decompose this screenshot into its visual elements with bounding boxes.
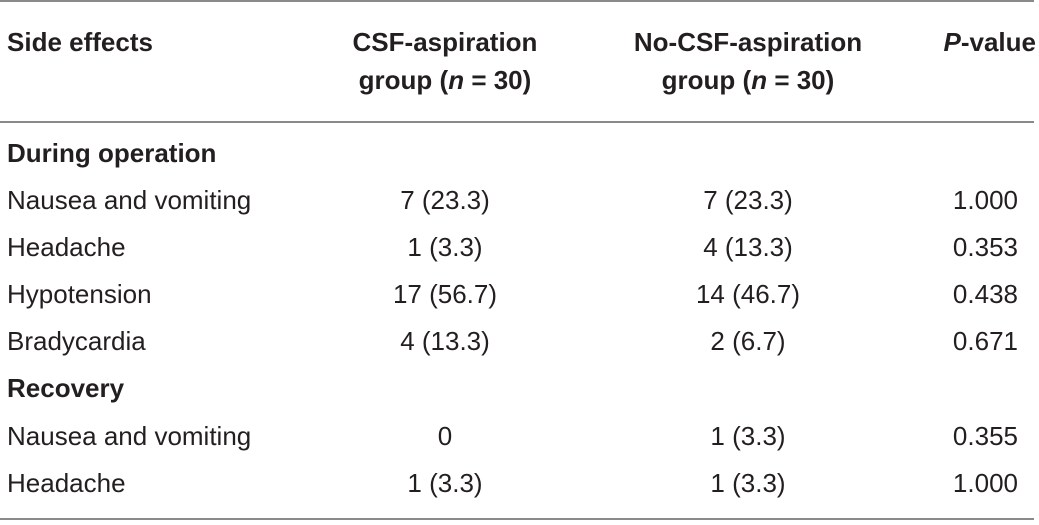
table-row: Headache 1 (3.3) 1 (3.3) 1.000	[0, 460, 1039, 507]
table-row: Headache 1 (3.3) 4 (13.3) 0.353	[0, 224, 1039, 271]
cell-no-csf: 14 (46.7)	[695, 279, 801, 309]
cell-no-csf: 4 (13.3)	[703, 232, 793, 262]
cell-csf: 7 (23.3)	[400, 185, 490, 215]
cell-csf: 4 (13.3)	[400, 326, 490, 356]
header-rule	[0, 121, 1034, 123]
row-label: Hypotension	[7, 279, 152, 309]
cell-no-csf: 1 (3.3)	[710, 421, 786, 451]
cell-no-csf: 7 (23.3)	[703, 185, 793, 215]
cell-p-value: 1.000	[952, 185, 1018, 215]
cell-csf: 0	[437, 421, 453, 451]
header-csf-aspiration-group: CSF-aspiration group (n = 30)	[352, 27, 538, 95]
cell-p-value: 1.000	[952, 468, 1018, 498]
cell-no-csf: 2 (6.7)	[710, 326, 786, 356]
cell-csf: 1 (3.3)	[407, 468, 483, 498]
row-label: Bradycardia	[7, 326, 146, 356]
table-row: Nausea and vomiting 0 1 (3.3) 0.355	[0, 413, 1039, 460]
cell-p-value: 0.353	[952, 232, 1018, 262]
row-label: Headache	[7, 468, 126, 498]
header-no-csf-aspiration-group: No-CSF-aspiration group (n = 30)	[633, 27, 863, 95]
row-label: Nausea and vomiting	[7, 185, 252, 215]
top-rule	[0, 0, 1034, 2]
cell-no-csf: 1 (3.3)	[710, 468, 786, 498]
section-title-during-operation: During operation	[7, 138, 217, 168]
table-row: Bradycardia 4 (13.3) 2 (6.7) 0.671	[0, 318, 1039, 365]
bottom-rule	[0, 518, 1034, 520]
row-label: Nausea and vomiting	[7, 421, 252, 451]
header-side-effects: Side effects	[7, 27, 153, 57]
cell-csf: 1 (3.3)	[407, 232, 483, 262]
cell-p-value: 0.438	[952, 279, 1018, 309]
table-row: Hypotension 17 (56.7) 14 (46.7) 0.438	[0, 271, 1039, 318]
cell-p-value: 0.671	[952, 326, 1018, 356]
cell-csf: 17 (56.7)	[392, 279, 498, 309]
header-p-value: P-value	[943, 27, 1037, 57]
row-label: Headache	[7, 232, 126, 262]
section-title-recovery: Recovery	[7, 373, 125, 403]
table-row: Nausea and vomiting 7 (23.3) 7 (23.3) 1.…	[0, 177, 1039, 224]
cell-p-value: 0.355	[952, 421, 1018, 451]
